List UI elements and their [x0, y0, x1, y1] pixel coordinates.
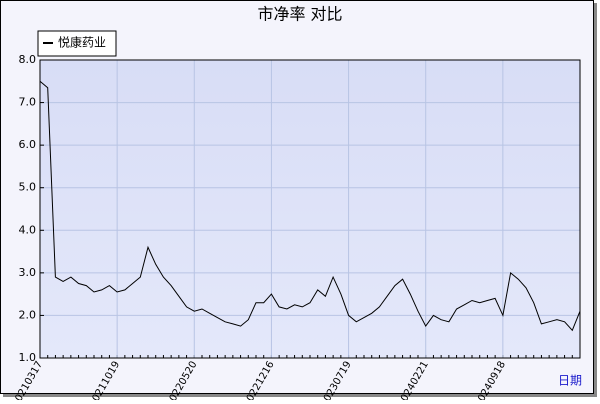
- y-tick-label: 3.0: [19, 266, 37, 279]
- y-tick-label: 4.0: [19, 223, 37, 236]
- x-axis-label: 日期: [558, 374, 582, 388]
- y-tick-label: 5.0: [19, 181, 37, 194]
- plot-area: [40, 60, 580, 358]
- data-line: [39, 80, 581, 332]
- y-tick-label: 6.0: [19, 138, 37, 151]
- y-tick-label: 1.0: [19, 351, 37, 364]
- plot-border: [39, 59, 581, 359]
- y-tick-label: 2.0: [19, 308, 37, 321]
- y-tick-label: 7.0: [19, 96, 37, 109]
- chart-title: 市净率 对比: [257, 5, 342, 24]
- legend-label: 悦康药业: [58, 35, 106, 50]
- y-tick-label: 8.0: [19, 53, 37, 66]
- legend: 悦康药业: [37, 30, 117, 57]
